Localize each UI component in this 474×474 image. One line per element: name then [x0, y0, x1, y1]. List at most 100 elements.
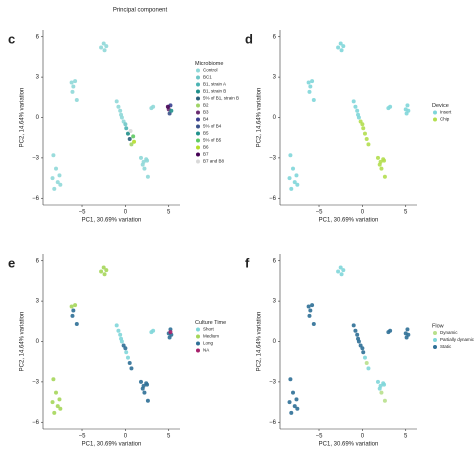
- legend-label: BC1: [203, 75, 212, 80]
- point: [356, 339, 361, 344]
- panel-label: e: [8, 255, 15, 270]
- point: [362, 131, 367, 136]
- point: [50, 176, 55, 181]
- legend-label: Static: [440, 344, 452, 349]
- point: [58, 182, 63, 187]
- header-text: Principal component: [113, 8, 168, 14]
- point: [291, 390, 296, 395]
- y-tick-label: −3: [32, 155, 40, 161]
- point: [104, 44, 109, 49]
- legend-swatch: [196, 117, 200, 122]
- legend-swatch: [196, 159, 200, 164]
- point: [52, 410, 57, 415]
- y-tick-label: 6: [273, 258, 277, 264]
- point: [54, 166, 59, 171]
- x-tick-label: 5: [404, 210, 408, 216]
- x-tick-label: −5: [316, 434, 324, 440]
- point: [288, 153, 293, 158]
- point: [58, 406, 63, 411]
- y-tick-label: −6: [269, 420, 277, 426]
- point: [123, 346, 128, 351]
- x-axis-label: PC1, 30.69% variation: [82, 218, 142, 224]
- point: [339, 48, 344, 53]
- point: [54, 390, 59, 395]
- legend-title: Culture Time: [195, 320, 226, 326]
- point: [125, 131, 130, 136]
- x-axis-label: PC1, 30.69% variation: [319, 442, 379, 448]
- point: [341, 44, 346, 49]
- legend-swatch: [196, 131, 200, 136]
- legend-label: Dynamic: [440, 330, 458, 335]
- legend-label: Chip: [440, 117, 450, 122]
- point: [71, 308, 76, 313]
- x-tick-label: 0: [124, 210, 128, 216]
- point: [55, 404, 60, 409]
- legend-label: B6: [203, 145, 209, 150]
- point: [140, 162, 145, 167]
- point: [289, 410, 294, 415]
- legend-label: B7: [203, 152, 209, 157]
- point: [308, 308, 313, 313]
- legend-label: 5% of B4: [203, 124, 222, 129]
- y-tick-label: −6: [269, 196, 277, 202]
- legend-label: Short: [203, 327, 215, 332]
- point: [70, 313, 75, 318]
- point: [70, 89, 75, 94]
- point: [388, 104, 393, 109]
- point: [289, 186, 294, 191]
- point: [375, 379, 380, 384]
- point: [306, 80, 311, 85]
- panel: f 6 3 0 −3 −6 −5 0 5 PC1, 30.69% variation PC2, 14…: [245, 254, 474, 448]
- point: [114, 99, 119, 104]
- legend-label: B5: [203, 131, 209, 136]
- point: [295, 182, 300, 187]
- panel: c 6 3 0 −3 −6 −5 0 5 PC1, 30.69% variation PC2, 14…: [8, 30, 239, 224]
- panel: d 6 3 0 −3 −6 −5 0 5 PC1, 30.69% variation PC2, 14…: [245, 30, 452, 224]
- point: [123, 122, 128, 127]
- point: [406, 332, 411, 337]
- legend-label: B7 and B8: [203, 159, 225, 164]
- y-tick-label: 6: [36, 258, 40, 264]
- legend-swatch: [433, 331, 437, 335]
- legend-label: Insert: [440, 110, 452, 115]
- point: [102, 48, 107, 53]
- point: [291, 166, 296, 171]
- point: [292, 180, 297, 185]
- y-tick-label: 3: [273, 75, 277, 81]
- y-tick-label: 0: [273, 115, 277, 121]
- point: [119, 339, 124, 344]
- point: [338, 265, 343, 270]
- point: [388, 328, 393, 333]
- x-tick-label: 0: [124, 434, 128, 440]
- point: [292, 404, 297, 409]
- point: [104, 268, 109, 273]
- point: [127, 361, 132, 366]
- point: [361, 126, 366, 131]
- legend-swatch: [196, 96, 200, 101]
- legend-label: Medium: [203, 334, 219, 339]
- point: [99, 45, 104, 50]
- point: [116, 328, 121, 333]
- x-tick-label: 0: [361, 210, 365, 216]
- point: [405, 327, 410, 332]
- point: [124, 350, 129, 355]
- point: [341, 268, 346, 273]
- point: [379, 390, 384, 395]
- legend-swatch: [196, 110, 200, 115]
- point: [140, 386, 145, 391]
- legend-swatch: [196, 152, 200, 157]
- point: [311, 322, 316, 326]
- point: [114, 323, 119, 328]
- point: [382, 382, 387, 387]
- y-tick-label: 3: [36, 299, 40, 305]
- point: [118, 108, 123, 113]
- legend-swatch: [196, 89, 200, 94]
- y-tick-label: −6: [32, 196, 40, 202]
- y-tick-label: −6: [32, 420, 40, 426]
- point: [52, 186, 57, 191]
- point: [379, 166, 384, 171]
- legend-label: 5% of B1, strain B: [203, 96, 239, 101]
- point: [132, 139, 137, 144]
- point: [382, 398, 387, 403]
